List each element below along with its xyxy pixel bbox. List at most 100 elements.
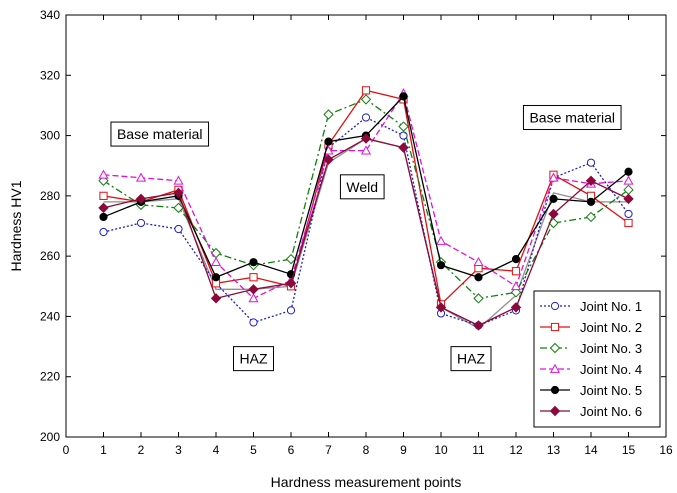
x-tick-label: 10 (434, 443, 448, 457)
annotation-text: HAZ (240, 351, 268, 367)
data-point (398, 121, 409, 132)
data-point (549, 194, 558, 203)
data-point (548, 208, 559, 220)
x-tick-label: 0 (63, 443, 70, 457)
y-axis-ticks: 200 220 240 260 280 300 320 340 (40, 8, 666, 444)
data-point (285, 278, 297, 289)
legend-item: Joint No. 1 (540, 299, 642, 314)
data-point (323, 109, 334, 120)
series-layer (98, 86, 634, 331)
data-point (99, 191, 108, 200)
annotation: HAZ (233, 346, 274, 372)
legend-label: Joint No. 1 (580, 299, 642, 314)
data-point (624, 209, 633, 219)
data-point (624, 218, 633, 228)
data-point (249, 258, 258, 267)
legend-marker (550, 322, 560, 332)
annotation-text: HAZ (457, 351, 485, 367)
legend-label: Joint No. 2 (580, 320, 642, 335)
x-tick-label: 15 (622, 443, 636, 457)
legend-item: Joint No. 5 (540, 383, 642, 398)
legend-label: Joint No. 4 (580, 362, 642, 377)
data-point (511, 255, 521, 264)
legend-marker (550, 301, 560, 311)
legend-marker (549, 363, 561, 373)
data-point (360, 133, 372, 144)
data-point (586, 158, 596, 167)
data-point (173, 187, 184, 199)
legend-item: Joint No. 4 (540, 362, 642, 377)
y-tick-label: 320 (40, 68, 60, 82)
data-point (174, 224, 183, 234)
y-tick-label: 240 (40, 309, 60, 323)
data-point (436, 261, 446, 270)
data-point (173, 202, 184, 214)
data-point (548, 172, 559, 182)
data-point (399, 131, 408, 140)
annotation-box (522, 104, 622, 130)
data-point (135, 172, 147, 182)
data-point (510, 281, 522, 291)
data-point (585, 175, 597, 186)
data-point (98, 169, 109, 179)
annotations: Base material Base material Weld HAZ HAZ (110, 104, 622, 372)
data-point (360, 94, 372, 105)
legend-item: Joint No. 2 (540, 320, 642, 335)
annotation-text: Weld (346, 179, 378, 195)
data-point (623, 193, 634, 205)
x-tick-label: 12 (509, 443, 523, 457)
x-tick-label: 4 (213, 443, 220, 457)
data-point (324, 137, 333, 146)
y-axis-title: Hardness HV1 (8, 180, 24, 271)
data-point (473, 256, 484, 267)
x-tick-label: 14 (584, 443, 598, 457)
data-point (323, 154, 334, 165)
y-tick-label: 260 (40, 249, 60, 263)
legend-label: Joint No. 3 (580, 341, 642, 356)
data-point (135, 193, 147, 205)
data-point (360, 145, 372, 155)
data-point (586, 197, 596, 206)
data-point (173, 175, 184, 185)
data-point (248, 293, 259, 303)
annotation: HAZ (450, 346, 492, 372)
x-axis-ticks: 0 1 2 3 4 5 6 7 8 9 10 11 12 13 14 15 16 (63, 15, 673, 457)
data-point (136, 218, 146, 228)
annotation: Base material (110, 121, 210, 147)
legend-label: Joint No. 5 (580, 383, 642, 398)
legend: Joint No. 1 Joint No. 2 Joint No. 3 Joint N… (533, 290, 661, 428)
annotation-box (450, 346, 492, 372)
data-point (399, 92, 408, 101)
data-point (249, 318, 258, 327)
data-point (99, 212, 108, 222)
data-point (474, 273, 483, 282)
data-point (98, 202, 109, 214)
data-point (99, 227, 108, 237)
data-point (398, 142, 409, 153)
x-axis-title: Hardness measurement points (271, 474, 462, 490)
annotation-box (110, 121, 210, 147)
data-point (361, 86, 371, 95)
data-point (623, 175, 634, 185)
y-tick-label: 340 (40, 8, 60, 22)
legend-item: Joint No. 3 (540, 341, 642, 356)
x-tick-label: 2 (138, 443, 145, 457)
data-point (435, 235, 447, 245)
data-point (210, 293, 222, 304)
y-tick-label: 300 (40, 129, 60, 143)
x-tick-label: 16 (659, 443, 673, 457)
annotation-box (339, 174, 385, 200)
data-point (624, 167, 633, 176)
legend-label: Joint No. 6 (580, 404, 642, 419)
x-tick-label: 5 (250, 443, 257, 457)
x-tick-label: 6 (288, 443, 295, 457)
data-point (510, 302, 522, 313)
data-point (361, 113, 371, 122)
legend-marker (549, 405, 561, 417)
x-tick-label: 1 (100, 443, 107, 457)
data-point (211, 273, 221, 282)
y-tick-label: 280 (40, 189, 60, 203)
data-point (286, 306, 296, 315)
legend-marker (550, 385, 560, 395)
